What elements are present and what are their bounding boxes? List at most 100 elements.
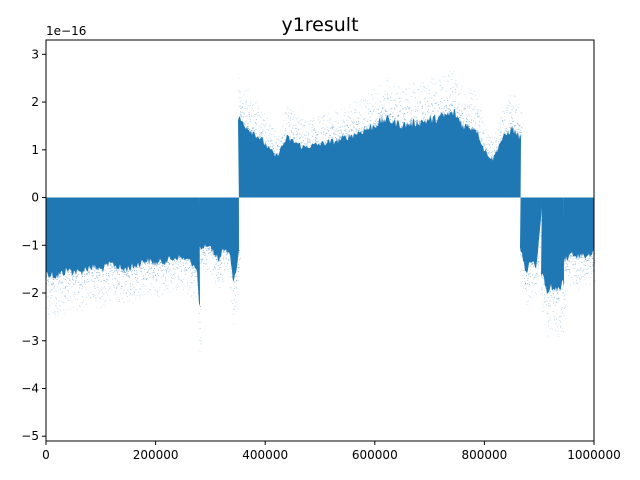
data-point [331, 124, 333, 126]
data-point [192, 274, 193, 276]
data-point [347, 133, 348, 135]
data-point [77, 273, 79, 275]
data-point [356, 128, 358, 130]
data-point [431, 113, 433, 115]
data-point [151, 285, 153, 287]
data-point [365, 98, 366, 100]
data-point [162, 275, 164, 277]
data-point [159, 290, 161, 291]
data-point [97, 275, 99, 277]
data-point [409, 106, 411, 108]
data-point [451, 79, 453, 80]
data-point [563, 292, 564, 294]
data-point [252, 127, 253, 129]
data-point [435, 93, 437, 94]
data-point [46, 274, 48, 276]
data-point [292, 127, 294, 129]
data-point [450, 110, 452, 111]
data-point [551, 296, 553, 298]
data-point [138, 266, 140, 268]
data-point [160, 276, 162, 278]
data-point [407, 100, 409, 101]
data-point [185, 274, 186, 275]
data-point [398, 85, 400, 87]
data-point [194, 266, 196, 268]
data-point [428, 112, 430, 114]
data-point [490, 156, 492, 158]
data-point [65, 279, 66, 280]
data-point [305, 134, 307, 136]
data-point [213, 269, 215, 270]
data-point [214, 266, 216, 267]
data-point [374, 93, 376, 95]
data-point [568, 260, 570, 262]
data-point [77, 310, 79, 312]
data-point [82, 286, 84, 287]
data-point [352, 121, 353, 123]
data-point [454, 101, 456, 102]
data-point [79, 306, 81, 307]
data-point [448, 74, 449, 76]
data-point [131, 268, 133, 270]
data-point [140, 267, 142, 269]
y-tick-label: −1 [21, 238, 39, 252]
data-point [462, 113, 463, 115]
data-point [217, 272, 219, 274]
data-point [240, 111, 242, 113]
data-point [358, 117, 360, 119]
data-point [446, 97, 448, 99]
data-point [378, 112, 380, 114]
data-point [584, 256, 586, 258]
data-point [162, 274, 164, 276]
data-point [57, 311, 59, 313]
data-point [255, 122, 257, 124]
data-point [379, 118, 381, 119]
data-point [504, 113, 506, 115]
data-point [514, 132, 516, 133]
data-point [119, 299, 120, 300]
data-point [552, 311, 554, 312]
data-point [59, 273, 61, 274]
data-point [93, 295, 95, 297]
data-point [458, 94, 460, 96]
data-point [563, 281, 565, 283]
data-point [79, 284, 81, 286]
data-point [455, 84, 457, 86]
data-point [335, 141, 336, 142]
data-point [174, 269, 176, 270]
data-point [518, 107, 519, 108]
data-point [508, 104, 509, 106]
data-point [314, 138, 316, 140]
data-point [243, 113, 245, 115]
data-point [445, 105, 447, 106]
data-point [592, 262, 594, 264]
data-point [539, 246, 541, 248]
data-point [509, 134, 511, 136]
data-point [55, 297, 57, 299]
data-point [114, 270, 115, 272]
data-point [404, 118, 406, 120]
data-point [336, 128, 338, 130]
data-point [341, 126, 343, 127]
data-point [171, 282, 173, 284]
data-point [367, 125, 369, 127]
data-point [139, 294, 141, 296]
data-point [71, 286, 73, 288]
data-point [560, 326, 561, 328]
data-point [413, 90, 415, 92]
data-point [315, 136, 317, 138]
data-point [272, 128, 274, 130]
data-point [578, 255, 580, 257]
data-point [299, 133, 301, 135]
data-point [462, 86, 464, 88]
data-point [236, 280, 237, 282]
y-tick-label: 3 [31, 47, 39, 61]
data-point [295, 141, 297, 143]
data-point [249, 105, 251, 106]
data-point [107, 283, 109, 285]
data-point [583, 254, 585, 256]
data-point [271, 128, 273, 130]
data-point [120, 271, 122, 273]
data-point [574, 275, 576, 277]
data-point [539, 259, 541, 261]
